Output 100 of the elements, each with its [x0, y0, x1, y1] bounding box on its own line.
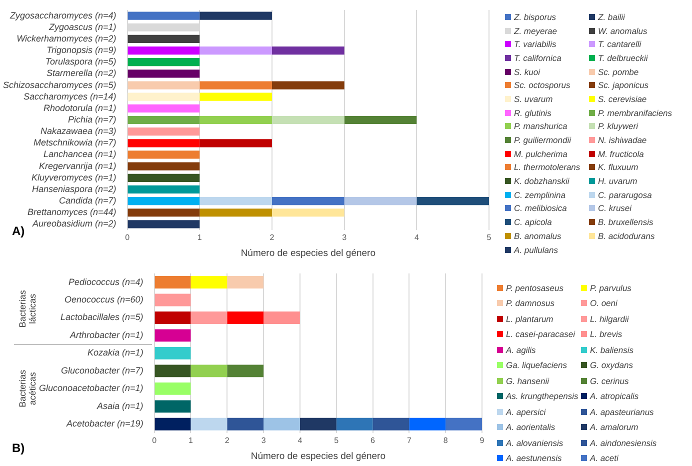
y-tick-label: Oenococcus (n=60): [64, 294, 144, 304]
y-tick-label: Lactobacillales (n=5): [60, 312, 144, 322]
legend-label: A. aestunensis: [506, 453, 562, 464]
legend-label: L. casei-paracasei: [506, 329, 575, 340]
legend-label: B. bruxellensis: [598, 217, 654, 228]
legend-label: C. pararugosa: [598, 190, 652, 200]
x-tick-label: 0: [125, 233, 130, 242]
y-tick-label: Acetobacter (n=19): [66, 418, 144, 429]
x-tick-label: 7: [406, 436, 412, 446]
legend-label: M. fructicola: [598, 148, 644, 159]
legend-label: T. delbrueckii: [598, 52, 648, 63]
y-tick-label: Torulaspora (n=5): [45, 56, 116, 67]
legend-label: As. krungthepensis: [506, 391, 578, 402]
x-tick-label: 4: [298, 436, 303, 446]
x-axis-title: Número de especies del género: [240, 248, 376, 259]
legend-label: K. fluxuum: [598, 162, 638, 172]
legend-label: B. acidodurans: [598, 230, 655, 241]
y-tick-label: Starmerella (n=2): [46, 68, 116, 78]
legend-label: G. oxydans: [590, 360, 633, 370]
x-tick-label: 5: [334, 436, 340, 446]
y-tick-label: Pediococcus (n=4): [68, 276, 144, 287]
legend-label: H. uvarum: [598, 176, 638, 186]
y-tick-label: Gluconoacetobacter (n=1): [38, 383, 144, 394]
legend-label: L. plantarum: [506, 314, 554, 324]
legend-label: P. pentosaseus: [506, 282, 564, 293]
legend-label: R. glutinis: [514, 108, 552, 118]
legend-label: A. alovaniensis: [506, 438, 564, 448]
y-tick-label: Aureobasidium (n=2): [32, 218, 116, 229]
y-tick-label: Hanseniaspora (n=2): [32, 184, 116, 194]
y-tick-label: Zygoascus (n=1): [48, 22, 116, 32]
legend-label: C. krusei: [598, 203, 632, 214]
x-tick-label: 3: [342, 233, 348, 242]
x-tick-label: 2: [224, 436, 230, 446]
legend-label: N. ishiwadae: [598, 135, 647, 146]
legend-label: O. oeni: [590, 298, 618, 308]
legend-label: B. anomalus: [514, 230, 562, 241]
y-tick-label: Kozakia (n=1): [88, 348, 144, 358]
legend-label: A. aindonesiensis: [590, 438, 657, 448]
legend-label: P. membranifaciens: [598, 108, 672, 118]
legend-label: Z. bisporus: [514, 12, 556, 22]
legend-label: Ga. liquefaciens: [506, 360, 567, 370]
legend-label: C. melibiosica: [514, 203, 567, 214]
x-tick-label: 3: [261, 436, 266, 446]
legend-label: Z. meyerae: [514, 26, 557, 36]
legend-label: A. atropicalis: [590, 391, 639, 402]
text: Bacterias lácticas: [17, 290, 38, 328]
legend-label: K. dobzhanskii: [514, 176, 570, 186]
y-tick-label: Arthrobacter (n=1): [69, 330, 144, 340]
legend-label: S. cerevisiae: [598, 94, 647, 104]
y-tick-label: Kluyveromyces (n=1): [32, 172, 116, 182]
y-tick-label: Trigonopsis (n=9): [46, 45, 116, 56]
legend-label: T. variabilis: [514, 39, 556, 50]
y-tick-label: Saccharomyces (n=14): [24, 91, 116, 102]
y-tick-label: Brettanomyces (n=44): [28, 207, 116, 218]
legend-label: G. cerinus: [590, 376, 629, 386]
y-tick-label: Nakazawaea (n=3): [40, 126, 116, 136]
legend-label: C. apicola: [514, 217, 552, 228]
x-tick-label: 0: [152, 436, 158, 446]
legend-label: Sc. octosporus: [514, 80, 570, 90]
legend-label: P. guiliermondii: [514, 135, 572, 146]
y-tick-label: Metschnikowia (n=7): [34, 138, 116, 148]
legend-label: C. zemplinina: [514, 190, 566, 200]
x-tick-label: 1: [188, 436, 194, 446]
legend-label: Sc. japonicus: [598, 80, 649, 90]
legend-label: Sc. pombe: [598, 66, 639, 77]
legend-label: P. manshurica: [514, 121, 568, 132]
x-tick-label: 5: [486, 233, 492, 242]
legend-label: A. aorientalis: [506, 422, 556, 432]
legend-label: A. apasteurianus: [590, 406, 654, 417]
legend-label: T. cantarelli: [598, 39, 642, 50]
legend-label: L. hilgardii: [590, 314, 629, 324]
legend-label: M. pulcherima: [514, 148, 568, 159]
x-tick-label: 8: [443, 436, 448, 446]
legend-label: P. parvulus: [590, 282, 632, 293]
y-tick-label: Schizosaccharomyces (n=5): [3, 80, 116, 90]
text: A): [12, 224, 25, 238]
y-tick-label: Gluconobacter (n=7): [61, 365, 144, 376]
legend-label: Z. bailii: [598, 12, 625, 22]
legend-label: S. uvarum: [514, 94, 553, 104]
x-tick-label: 2: [270, 233, 275, 242]
text: Bacterias acéticas: [17, 369, 38, 408]
legend-label: A. amalorum: [590, 422, 638, 432]
y-tick-label: Kregervanrija (n=1): [39, 160, 116, 171]
y-tick-label: Candida (n=7): [59, 196, 116, 206]
legend-label: T. californica: [514, 52, 562, 63]
legend-label: W. anomalus: [598, 26, 648, 36]
legend-label: P. damnosus: [506, 298, 555, 308]
legend-label: A. apersici: [506, 406, 546, 417]
y-tick-label: Zygosaccharomyces (n=4): [9, 10, 116, 20]
legend-label: S. kuoi: [514, 66, 540, 77]
y-tick-label: Pichia (n=7): [68, 114, 116, 124]
legend-label: A. pullulans: [514, 244, 558, 255]
x-tick-label: 1: [197, 233, 202, 242]
text: B): [12, 441, 25, 455]
legend-label: A. agilis: [506, 344, 536, 355]
x-tick-label: 4: [414, 233, 420, 242]
legend-label: K. baliensis: [590, 344, 634, 355]
legend-label: G. hansenii: [506, 376, 549, 386]
x-tick-label: 9: [480, 436, 485, 446]
y-tick-label: Lanchancea (n=1): [43, 149, 116, 160]
